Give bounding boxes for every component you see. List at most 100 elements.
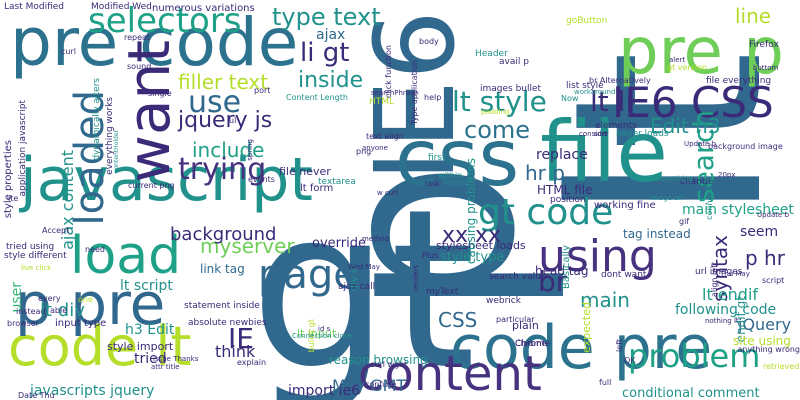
word-working-fine: working fine: [594, 200, 656, 211]
word-issue-thanks: issue Thanks: [153, 355, 199, 363]
word-filler-text: filler text: [178, 70, 269, 94]
word-html: HTML: [369, 97, 395, 107]
word-background: background: [170, 224, 277, 245]
word-list-style: list style: [566, 81, 604, 91]
word-update-b: Update b: [757, 211, 790, 219]
word-style-properties: style properties: [3, 140, 14, 219]
word-content: content: [358, 346, 542, 400]
word-import-ie6: import ie6: [288, 383, 361, 399]
word-gt-code: gt code: [478, 192, 614, 233]
word-within: within: [438, 171, 463, 180]
word-header: Header: [475, 49, 508, 59]
word-jquery-js: jquery js: [178, 108, 273, 133]
word-numerous-variations: numerous variations: [152, 3, 255, 14]
word-type-text: type text: [272, 3, 381, 31]
word-site-using: site using: [733, 334, 791, 348]
word-h3-edit: h3 Edit: [125, 322, 175, 338]
word-style-type: style type: [440, 250, 505, 265]
word-live-click: live click: [21, 264, 52, 272]
word-jquery: jQuery: [738, 315, 792, 334]
word-ul: ul: [229, 116, 237, 125]
word-ie: IE: [228, 322, 254, 355]
word-curl: curl: [61, 47, 76, 56]
word-anyone: anyone: [362, 144, 388, 152]
word-input-type: input type: [55, 318, 107, 329]
word-lt-form: lt form: [300, 183, 334, 194]
word-padding: padding: [481, 108, 510, 116]
word-page: page: [258, 252, 358, 298]
word-connected: connected: [705, 178, 714, 220]
word-gt-version: gt version: [667, 63, 708, 72]
word-png: png: [356, 147, 372, 156]
word-current-png: current png: [128, 181, 175, 190]
word-20px: 20px: [718, 171, 736, 179]
word-application-javascript: application javascript: [18, 100, 28, 197]
word-gt: gt: [250, 162, 476, 400]
word-confuse: confuse: [365, 380, 397, 389]
word-consider: consider: [579, 130, 609, 138]
word-nothing-lt: nothing lt: [705, 317, 739, 325]
word-xx-xx: xx xx: [442, 223, 502, 248]
word-ie6-css: IE6 CSS: [612, 78, 774, 127]
word-p-pre: p pre: [15, 270, 166, 338]
word-one: one: [78, 295, 93, 304]
word-code-pre: code pre: [450, 313, 713, 383]
word-last-modified: Last Modified: [4, 2, 65, 12]
word-chrome: Chrome: [515, 339, 551, 349]
word-css: css: [395, 114, 520, 204]
word-mytext: myText: [426, 287, 459, 297]
word-main: main: [580, 288, 630, 312]
word-edit-h3: Edit h3: [650, 114, 721, 138]
word-search-value: search value: [489, 272, 547, 282]
word-sound: sound: [127, 62, 152, 71]
word-lt-div: lt div: [40, 300, 85, 321]
word-link-tag: link tag: [200, 262, 245, 276]
word-plus: Plus: [422, 251, 439, 260]
word-following-code: following code: [675, 302, 777, 318]
word-ajax-call: ajax call: [338, 282, 376, 292]
word-method: method: [362, 235, 390, 243]
word-something: Something: [655, 175, 693, 183]
word-plain: plain: [512, 319, 539, 332]
word-javascripts-jquery: javascripts jquery: [30, 383, 155, 399]
word-br-alternatively: br Alternatively: [589, 76, 651, 85]
word-gobutton: goButton: [566, 16, 608, 26]
word-alert: alert: [669, 56, 686, 64]
word-thu-may: Thu May: [720, 270, 750, 278]
word-url-images: url images: [695, 267, 743, 277]
word-renders: renders: [412, 265, 420, 292]
word-wed-may: Wed May: [348, 263, 380, 271]
word-never-loads: never loads: [616, 129, 669, 139]
word-tried: tried: [134, 351, 167, 367]
word-update-b: Update b: [684, 140, 717, 148]
word-file-everything: file everything: [706, 76, 772, 86]
word-main-stylesheet: main stylesheet: [682, 202, 794, 218]
word-style-different: style different: [4, 251, 67, 261]
word-lt-script: lt script: [120, 278, 173, 294]
word-avail-p: avail p: [499, 57, 529, 67]
word-html-file: HTML file: [537, 183, 593, 197]
word-include: include: [192, 138, 265, 162]
word-head-tag: head tag: [535, 264, 589, 278]
word-anything-wrong: anything wrong: [737, 345, 800, 354]
word-need: need: [85, 245, 105, 254]
word-using: using: [538, 231, 657, 282]
word-gif: gif: [679, 217, 690, 226]
word-repeat: repeat: [124, 33, 151, 42]
word-single: single: [148, 89, 172, 98]
word-problem: problem: [628, 337, 761, 375]
word-code-lt: code lt: [8, 315, 192, 378]
word-particular: particular: [496, 315, 535, 324]
word-body: body: [419, 37, 439, 46]
word-background-image: background image: [708, 142, 783, 151]
word-now: Now: [561, 94, 579, 103]
word-explain: explain: [237, 358, 267, 367]
word-ajax: ajax: [316, 27, 346, 43]
word-text-align: text align: [366, 132, 404, 141]
word-lt-li: lt li: [590, 85, 634, 118]
word-expected: expected: [580, 302, 593, 353]
word-inside: inside: [298, 68, 364, 93]
word-reason-browsing: reason browsing: [329, 353, 428, 367]
word-browser: browser: [7, 319, 40, 328]
